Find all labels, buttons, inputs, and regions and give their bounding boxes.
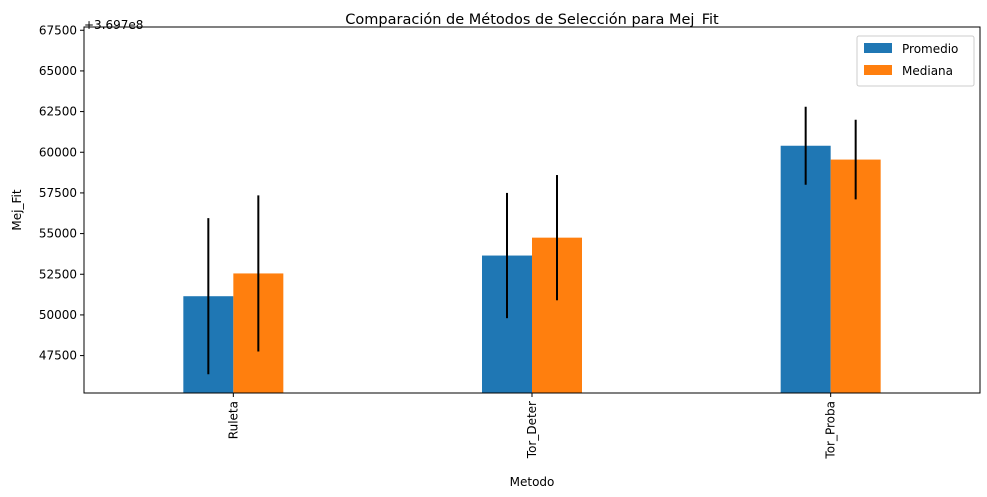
y-tick-label: 62500 xyxy=(39,105,77,119)
legend-swatch-promedio xyxy=(864,43,892,53)
plot-frame xyxy=(83,26,981,394)
y-tick-label: 67500 xyxy=(39,23,77,37)
y-tick-label: 60000 xyxy=(39,145,77,159)
x-tick-label: Ruleta xyxy=(226,401,240,439)
x-tick-label: Tor_Deter xyxy=(525,401,539,459)
legend-label-promedio: Promedio xyxy=(902,42,958,56)
y-axis: 47500 50000 52500 55000 57500 60000 62500 65000… xyxy=(39,23,84,363)
x-axis-title: Metodo xyxy=(510,475,555,489)
chart-title: Comparación de Métodos de Selección para… xyxy=(345,12,719,28)
y-axis-title: Mej_Fit xyxy=(10,189,24,230)
y-tick-label: 52500 xyxy=(39,267,77,281)
y-tick-label: 47500 xyxy=(39,349,77,363)
bar-promedio-tor_proba xyxy=(780,145,831,393)
y-tick-label: 50000 xyxy=(39,308,77,322)
error-bars-layer xyxy=(207,106,857,375)
bars-layer xyxy=(183,145,881,393)
y-axis-offset-text: +3.697e8 xyxy=(84,18,143,32)
y-tick-label: 65000 xyxy=(39,64,77,78)
x-tick-label: Tor_Proba xyxy=(824,401,838,460)
y-tick-label: 55000 xyxy=(39,227,77,241)
x-axis: Ruleta Tor_Deter Tor_Proba xyxy=(226,393,838,460)
legend-label-mediana: Mediana xyxy=(902,64,953,78)
legend: Promedio Mediana xyxy=(856,35,975,87)
legend-swatch-mediana xyxy=(864,65,892,75)
y-tick-label: 57500 xyxy=(39,186,77,200)
